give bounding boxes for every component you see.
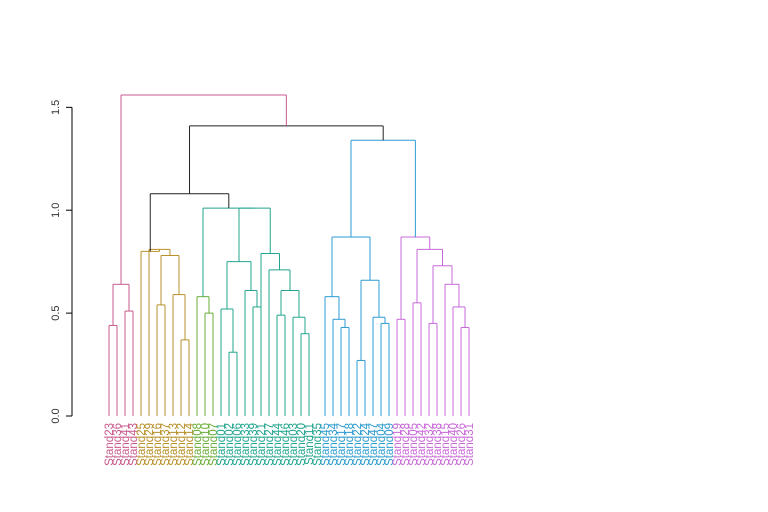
leaf-label: Stand16 — [152, 423, 164, 466]
leaf-label: Stand20 — [296, 423, 308, 466]
leaf-label: Stand19 — [392, 423, 404, 466]
leaf-labels: Stand23Stand36Stand41Stand43Stand25Stand… — [104, 422, 476, 465]
leaf-label: Stand34 — [328, 422, 340, 465]
leaf-label: Stand10 — [200, 423, 212, 466]
leaf-label: Stand33 — [240, 423, 252, 466]
leaf-label: Stand43 — [128, 423, 140, 466]
leaf-label: Stand36 — [112, 423, 124, 466]
leaf-label: Stand23 — [104, 423, 116, 466]
leaf-label: Stand11 — [304, 423, 316, 465]
leaf-label: Stand46 — [280, 423, 292, 466]
leaf-label: Stand15 — [440, 423, 452, 466]
leaf-label: Stand01 — [216, 423, 228, 466]
leaf-label: Stand28 — [400, 423, 412, 466]
leaf-label: Stand03 — [288, 423, 300, 466]
y-tick-label: 0.0 — [50, 408, 62, 423]
leaf-label: Stand22 — [352, 423, 364, 466]
leaf-label: Stand31 — [464, 423, 476, 466]
leaf-label: Stand38 — [432, 423, 444, 466]
leaf-label: Stand08 — [192, 423, 204, 466]
leaf-label: Stand25 — [136, 423, 148, 466]
leaf-label: Stand06 — [232, 423, 244, 466]
leaf-label: Stand21 — [256, 423, 268, 466]
leaf-label: Stand17 — [336, 423, 348, 466]
y-tick-label: 1.5 — [50, 100, 62, 115]
y-tick-label: 0.5 — [50, 305, 62, 320]
leaf-label: Stand26 — [456, 423, 468, 466]
leaf-label: Stand39 — [248, 423, 260, 466]
leaf-label: Stand27 — [264, 423, 276, 466]
leaf-label: Stand37 — [160, 423, 172, 466]
leaf-label: Stand24 — [360, 422, 372, 465]
leaf-label: Stand42 — [416, 423, 428, 466]
leaf-label: Stand02 — [224, 423, 236, 466]
y-tick-label: 1.0 — [50, 203, 62, 218]
leaf-label: Stand12 — [176, 423, 188, 466]
leaf-label: Stand32 — [424, 423, 436, 466]
y-axis: 0.0 0.5 1.0 1.5 — [50, 100, 73, 424]
leaf-label: Stand04 — [376, 422, 388, 465]
leaf-label: Stand09 — [384, 423, 396, 466]
leaf-label: Stand13 — [168, 423, 180, 466]
dendrogram-tree — [108, 94, 470, 416]
leaf-label: Stand14 — [184, 422, 196, 465]
leaf-label: Stand29 — [144, 423, 156, 466]
leaf-label: Stand35 — [312, 423, 324, 466]
leaf-label: Stand18 — [344, 423, 356, 466]
leaf-label: Stand47 — [368, 423, 380, 466]
leaf-label: Stand07 — [208, 423, 220, 466]
leaf-label: Stand05 — [408, 423, 420, 466]
leaf-label: Stand44 — [272, 422, 284, 465]
leaf-label: Stand40 — [448, 423, 460, 466]
leaf-label: Stand41 — [120, 423, 132, 466]
leaf-label: Stand45 — [320, 423, 332, 466]
